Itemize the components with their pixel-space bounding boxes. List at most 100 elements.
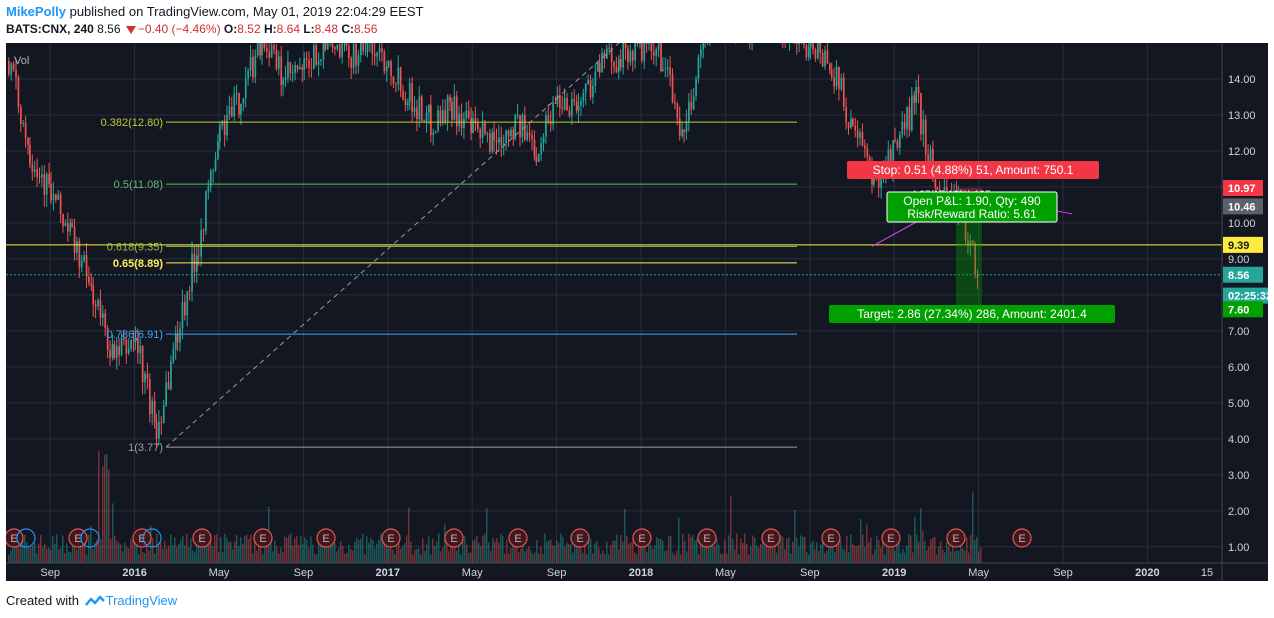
- candle-body: [139, 345, 142, 353]
- candle-body: [15, 69, 17, 77]
- candle-body: [479, 128, 482, 138]
- candle-body: [493, 132, 495, 141]
- x-tick-label: 2019: [882, 567, 906, 579]
- volume-bar: [804, 536, 806, 563]
- candle-body: [207, 186, 210, 192]
- volume-bar: [422, 538, 424, 563]
- candle-body: [803, 43, 805, 45]
- candle-body: [812, 43, 814, 50]
- volume-bar: [518, 552, 520, 563]
- volume-bar: [604, 554, 606, 563]
- volume-bar: [114, 535, 116, 563]
- volume-bar: [710, 538, 712, 563]
- volume-bar: [936, 554, 938, 563]
- volume-bar: [316, 554, 318, 563]
- earnings-marker: [508, 528, 528, 548]
- volume-bar: [648, 541, 650, 563]
- volume-bar: [584, 540, 586, 563]
- volume-bar: [374, 548, 376, 563]
- candle-body: [381, 48, 383, 52]
- volume-bar: [80, 544, 82, 563]
- candle-body: [446, 96, 449, 122]
- volume-bar: [82, 535, 84, 563]
- volume-bar: [486, 508, 488, 563]
- candle-body: [263, 43, 266, 49]
- candle-body: [428, 104, 430, 113]
- candle-body: [308, 60, 310, 68]
- candle-body: [549, 121, 552, 125]
- volume-bar: [24, 534, 26, 563]
- candle-body: [90, 283, 93, 287]
- stop-label-box: [847, 161, 1099, 179]
- x-tick-label: 15: [1201, 567, 1213, 579]
- volume-bar: [586, 554, 588, 563]
- volume-bar: [380, 533, 382, 563]
- volume-bar: [914, 516, 916, 563]
- candle-body: [598, 62, 601, 73]
- candle-body: [217, 141, 219, 159]
- candle-body: [320, 59, 322, 62]
- stop-label: Stop: 0.51 (4.88%) 51, Amount: 750.1: [847, 161, 1099, 179]
- volume-bar: [748, 554, 750, 563]
- candle-body: [474, 118, 477, 124]
- volume-bar: [348, 544, 350, 563]
- candle-body: [24, 122, 27, 138]
- candle-body: [22, 122, 25, 124]
- volume-bar: [282, 552, 284, 563]
- volume-bar: [632, 541, 634, 563]
- candle-body: [50, 183, 52, 201]
- volume-bar: [724, 539, 726, 563]
- candle-body: [399, 67, 402, 91]
- candle-body: [453, 96, 456, 120]
- tradingview-link[interactable]: TradingView: [105, 593, 178, 608]
- volume-bar: [618, 549, 620, 563]
- candle-body: [463, 118, 465, 129]
- volume-bar: [256, 550, 258, 563]
- candle-body: [657, 43, 660, 50]
- candle-body: [322, 43, 325, 60]
- volume-bar: [544, 533, 546, 563]
- author-link[interactable]: MikePolly: [6, 4, 66, 19]
- candle-body: [280, 56, 283, 86]
- volume-bar: [136, 534, 138, 563]
- volume-bar: [866, 524, 868, 563]
- candle-body: [33, 169, 36, 172]
- indicator-label: Vol: [14, 55, 29, 67]
- volume-bar: [10, 550, 12, 563]
- price-chart[interactable]: 0.382(12.80) 0.5(11.08) 0.618(9.35) 0.65(8.…: [6, 43, 1268, 581]
- volume-bar: [582, 552, 584, 563]
- candle-body: [390, 61, 392, 77]
- candle-body: [967, 240, 969, 246]
- volume-bar: [902, 548, 904, 563]
- candle-body: [305, 58, 308, 61]
- volume-bar: [242, 543, 244, 563]
- volume-bar: [470, 552, 472, 563]
- volume-bar: [142, 552, 144, 563]
- candle-body: [526, 132, 529, 140]
- candle-body: [610, 47, 613, 62]
- candle-body: [420, 96, 423, 121]
- candle-body: [27, 137, 29, 145]
- volume-bar: [352, 550, 354, 563]
- candle-body: [439, 110, 442, 123]
- candle-body: [324, 43, 327, 50]
- candle-body: [458, 113, 460, 127]
- candle-body: [495, 140, 498, 143]
- candle-body: [584, 83, 587, 93]
- volume-bar: [456, 550, 458, 563]
- volume-bar: [756, 545, 758, 563]
- volume-bar: [704, 543, 706, 563]
- volume-bar: [440, 551, 442, 563]
- volume-bar: [718, 544, 720, 563]
- candle-body: [648, 43, 650, 45]
- candle-body: [542, 136, 545, 144]
- candle-body: [613, 61, 615, 67]
- y-tick-label: 14.00: [1228, 74, 1256, 86]
- candle-body: [859, 132, 861, 138]
- close-value: 8.56: [354, 22, 378, 36]
- volume-bar: [72, 535, 74, 563]
- candle-body: [165, 382, 167, 406]
- volume-bar: [198, 545, 200, 563]
- candle-body: [449, 96, 451, 102]
- volume-bar: [898, 542, 900, 563]
